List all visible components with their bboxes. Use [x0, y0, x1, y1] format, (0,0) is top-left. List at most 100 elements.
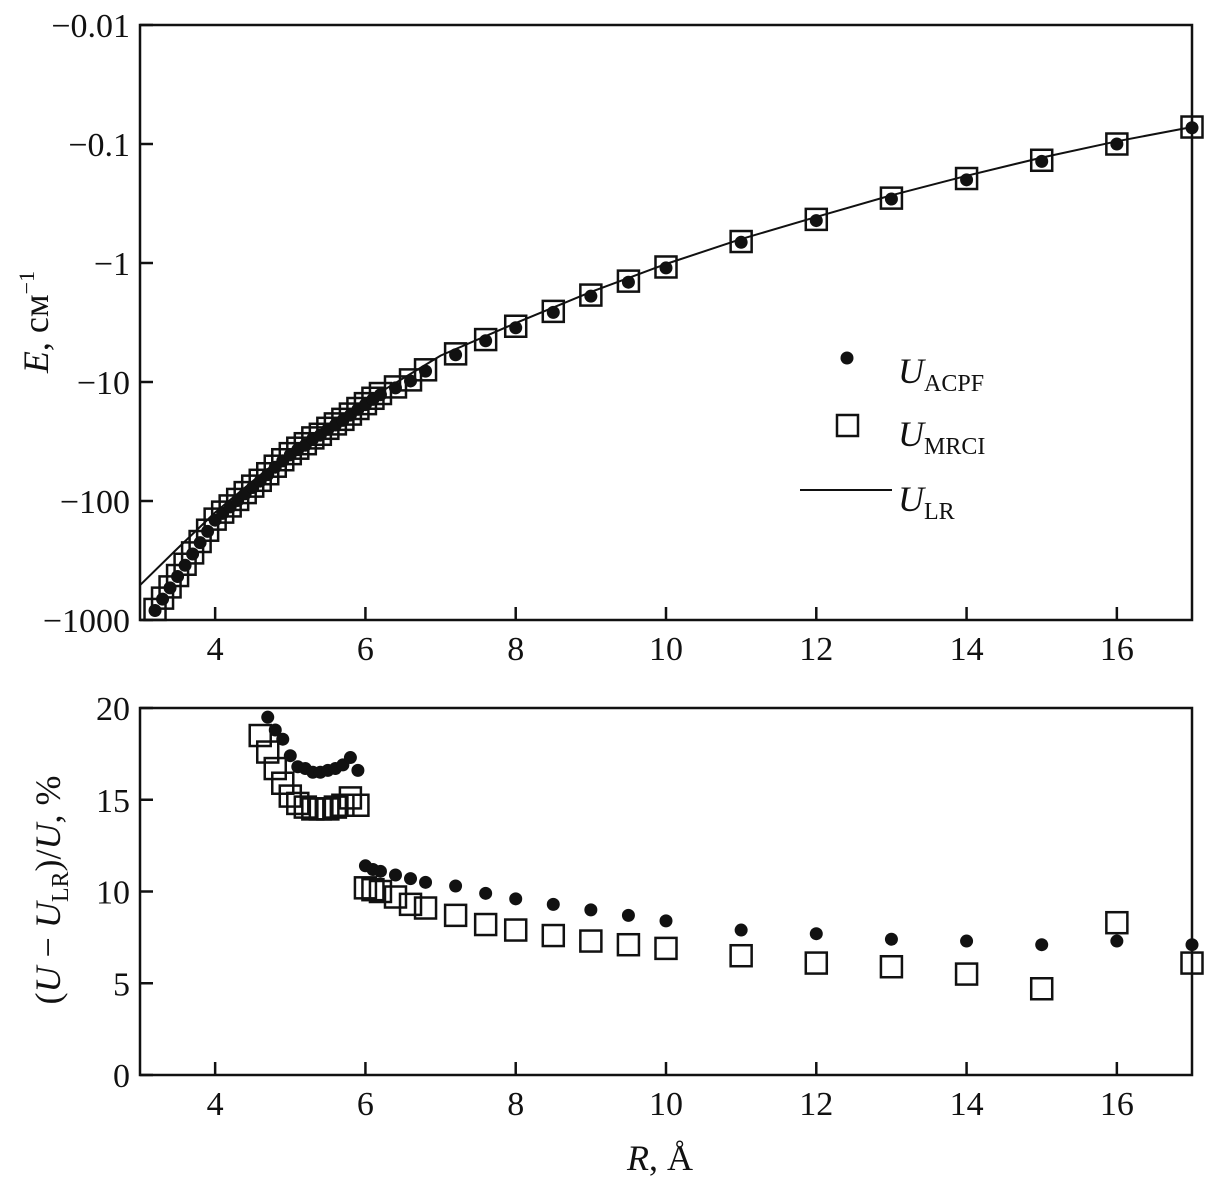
data-point-u_mrci — [1105, 910, 1129, 935]
data-point-u_acpf — [479, 334, 493, 348]
data-point-u_acpf — [193, 536, 207, 550]
data-point-u_mrci — [361, 877, 385, 902]
data-point-u_acpf — [388, 381, 402, 395]
data-point-u_acpf — [1110, 137, 1124, 151]
y-tick-label: 5 — [113, 966, 130, 1003]
legend-label-mrci: UMRCI — [898, 414, 985, 460]
x-tick-label: 14 — [950, 1086, 984, 1123]
y-tick-label: −1000 — [43, 603, 130, 640]
data-point-u_acpf — [171, 570, 185, 584]
legend-marker-acpf — [840, 351, 854, 365]
data-point-u_acpf — [1035, 154, 1049, 168]
data-point-u_mrci — [473, 912, 498, 937]
x-tick-label: 10 — [649, 631, 683, 668]
legend-label-lr: ULR — [898, 479, 955, 525]
y-tick-label: 20 — [96, 691, 130, 728]
data-point-u_mrci — [255, 461, 280, 486]
data-point-u_acpf — [809, 927, 823, 941]
y-tick-label: 10 — [96, 875, 130, 912]
data-point-u_acpf — [449, 879, 463, 893]
x-tick-label: 4 — [207, 631, 224, 668]
bottom-y-axis-label: (U − ULR)/U, % — [28, 776, 74, 1005]
data-point-u_mrci — [301, 797, 325, 821]
plot-frame — [138, 23, 1194, 622]
data-point-u_mrci — [541, 923, 566, 948]
top-y-axis-label: E, см−1 — [14, 271, 56, 374]
data-point-u_acpf — [1035, 938, 1049, 952]
data-point-u_mrci — [804, 951, 829, 975]
y-tick-label: −100 — [60, 484, 130, 521]
data-point-u_mrci — [316, 797, 340, 821]
data-point-u_acpf — [584, 289, 598, 303]
x-tick-label: 10 — [649, 1086, 683, 1123]
data-point-u_acpf — [163, 581, 177, 595]
data-point-u_acpf — [546, 897, 560, 911]
data-point-u_mrci — [308, 797, 333, 821]
data-point-u_acpf — [201, 524, 215, 538]
data-point-u_acpf — [186, 547, 200, 561]
legend: UACPF UMRCI ULR — [800, 351, 985, 525]
x-tick-label: 16 — [1100, 1086, 1134, 1123]
data-point-u_acpf — [148, 603, 162, 617]
y-tick-label: −0.1 — [68, 127, 130, 164]
data-point-u_acpf — [479, 886, 493, 900]
data-point-u_acpf — [156, 592, 170, 606]
data-point-u_acpf — [283, 749, 297, 763]
data-point-u_acpf — [351, 763, 365, 777]
data-point-u_acpf — [809, 214, 823, 228]
data-point-u_mrci — [398, 892, 423, 917]
data-point-u_mrci — [255, 740, 280, 764]
y-tick-label: −10 — [77, 365, 130, 402]
x-tick-label: 4 — [207, 1086, 224, 1123]
data-point-u_mrci — [293, 795, 318, 819]
data-point-u_acpf — [404, 872, 418, 886]
legend-label-acpf: UACPF — [898, 351, 984, 397]
data-point-u_acpf — [1185, 121, 1199, 135]
data-point-u_acpf — [734, 235, 748, 249]
data-point-u_mrci — [503, 314, 528, 338]
data-point-u_acpf — [373, 864, 387, 878]
x-tick-label: 6 — [357, 1086, 374, 1123]
data-point-u_mrci — [413, 358, 438, 382]
data-point-u_mrci — [879, 954, 904, 979]
data-point-u_mrci — [383, 885, 408, 909]
data-point-u_acpf — [509, 321, 523, 335]
data-point-u_acpf — [884, 932, 898, 946]
plot-area — [248, 710, 1204, 1001]
x-tick-label: 8 — [507, 631, 524, 668]
y-tick-label: −0.01 — [51, 8, 130, 45]
data-point-u_acpf — [884, 192, 898, 206]
data-point-u_acpf — [621, 275, 635, 289]
data-point-u_mrci — [579, 929, 603, 953]
data-point-u_mrci — [286, 791, 310, 816]
data-point-u_acpf — [419, 364, 433, 378]
data-point-u_mrci — [503, 918, 528, 942]
data-point-u_mrci — [338, 786, 363, 810]
y-tick-label: 15 — [96, 783, 130, 820]
data-point-u_acpf — [343, 751, 357, 765]
x-tick-label: 14 — [950, 631, 984, 668]
data-point-u_acpf — [268, 723, 282, 737]
data-point-u_acpf — [261, 710, 275, 724]
top-panel: 4 6 8 10 12 14 16 −0.01 −0.1 −1 −10 −100 −1000 — [43, 8, 1204, 668]
data-point-u_acpf — [1185, 938, 1199, 952]
data-point-u_mrci — [1180, 115, 1204, 139]
data-point-u_acpf — [276, 732, 290, 746]
data-point-u_acpf — [419, 875, 433, 889]
data-point-u_acpf — [734, 923, 748, 937]
data-point-u_mrci — [368, 381, 393, 406]
data-point-u_acpf — [659, 914, 673, 928]
data-point-u_mrci — [368, 879, 393, 904]
x-tick-label: 12 — [799, 631, 833, 668]
data-point-u_mrci — [248, 723, 272, 748]
x-tick-label: 8 — [507, 1086, 524, 1123]
data-point-u_acpf — [621, 908, 635, 922]
data-point-u_acpf — [1110, 934, 1124, 948]
data-point-u_acpf — [449, 348, 463, 362]
data-point-u_mrci — [616, 932, 641, 957]
data-point-u_mrci — [331, 793, 355, 818]
data-point-u_mrci — [654, 936, 678, 961]
data-point-u_mrci — [729, 943, 753, 968]
data-point-u_mrci — [954, 962, 979, 986]
